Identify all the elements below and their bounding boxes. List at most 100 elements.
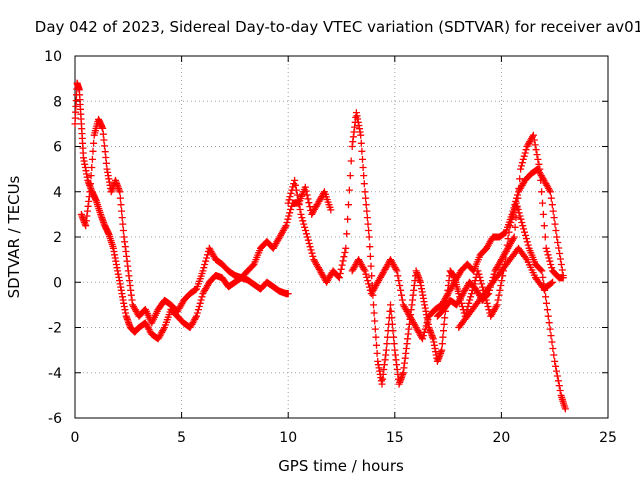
data-point bbox=[520, 225, 528, 233]
data-point bbox=[518, 159, 526, 167]
data-point bbox=[367, 262, 375, 270]
data-point bbox=[360, 180, 368, 188]
data-point bbox=[127, 291, 135, 299]
data-point bbox=[281, 223, 289, 231]
data-point bbox=[494, 296, 502, 304]
data-point bbox=[420, 328, 428, 336]
data-point bbox=[522, 235, 530, 243]
data-point bbox=[301, 223, 309, 231]
data-point bbox=[365, 233, 373, 241]
data-point bbox=[539, 199, 546, 207]
data-point bbox=[117, 201, 125, 209]
data-point bbox=[293, 191, 301, 199]
x-axis-label: GPS time / hours bbox=[278, 457, 404, 475]
data-point bbox=[550, 214, 558, 222]
data-point bbox=[363, 207, 371, 215]
data-point bbox=[195, 303, 203, 310]
data-point bbox=[362, 270, 370, 278]
data-point bbox=[483, 299, 491, 307]
data-point bbox=[394, 272, 402, 280]
data-point bbox=[341, 249, 349, 256]
data-point bbox=[517, 165, 525, 173]
data-point bbox=[296, 206, 304, 213]
data-point bbox=[192, 314, 200, 322]
data-point bbox=[354, 115, 362, 123]
data-point bbox=[401, 359, 408, 367]
data-point bbox=[203, 254, 211, 262]
data-point bbox=[558, 266, 566, 274]
data-point bbox=[373, 341, 380, 349]
data-point bbox=[302, 187, 310, 195]
data-point bbox=[286, 193, 294, 201]
data-point bbox=[546, 188, 554, 196]
data-point bbox=[390, 333, 398, 341]
data-point bbox=[543, 248, 551, 255]
data-point bbox=[193, 312, 200, 320]
data-point bbox=[553, 233, 561, 241]
data-point bbox=[548, 201, 556, 209]
data-point bbox=[540, 222, 548, 230]
data-point bbox=[387, 301, 394, 309]
data-point bbox=[345, 201, 352, 209]
data-point bbox=[114, 183, 122, 191]
data-point bbox=[423, 319, 431, 327]
data-point bbox=[297, 210, 305, 218]
data-point bbox=[536, 165, 544, 173]
data-point bbox=[554, 377, 562, 385]
data-point bbox=[521, 149, 529, 157]
data-point bbox=[88, 155, 96, 163]
data-point bbox=[523, 238, 531, 246]
data-point bbox=[387, 307, 395, 315]
data-point bbox=[101, 142, 108, 150]
data-point bbox=[361, 267, 369, 275]
data-point bbox=[518, 162, 525, 170]
y-tick-label: 4 bbox=[53, 185, 62, 201]
data-point bbox=[508, 210, 516, 218]
data-point bbox=[308, 249, 316, 257]
data-point bbox=[361, 188, 369, 196]
data-point bbox=[304, 236, 312, 244]
data-point bbox=[358, 147, 366, 155]
data-point bbox=[537, 266, 545, 274]
data-point bbox=[498, 277, 506, 285]
data-point bbox=[118, 214, 126, 222]
data-point bbox=[90, 139, 98, 147]
data-point bbox=[419, 335, 426, 343]
data-point bbox=[534, 155, 542, 163]
x-tick-label: 0 bbox=[71, 430, 80, 446]
data-point bbox=[544, 312, 552, 320]
data-point bbox=[301, 183, 309, 191]
data-point bbox=[475, 270, 483, 278]
data-point bbox=[522, 146, 530, 154]
data-point bbox=[427, 330, 435, 338]
data-point bbox=[493, 301, 501, 309]
y-tick-label: -6 bbox=[48, 411, 62, 427]
x-tick-label: 10 bbox=[279, 430, 297, 446]
data-point bbox=[86, 188, 94, 196]
data-point bbox=[547, 261, 555, 268]
data-point bbox=[438, 346, 446, 354]
data-point bbox=[495, 291, 503, 299]
data-point bbox=[393, 267, 401, 275]
data-point bbox=[300, 220, 308, 228]
y-tick-label: 8 bbox=[53, 94, 62, 110]
y-tick-label: -2 bbox=[48, 321, 62, 337]
data-point bbox=[521, 228, 528, 236]
data-point bbox=[304, 195, 312, 203]
data-point bbox=[294, 196, 302, 204]
data-point bbox=[306, 243, 314, 251]
x-tick-label: 25 bbox=[599, 430, 617, 446]
data-point bbox=[476, 273, 484, 281]
data-point bbox=[514, 194, 522, 202]
data-point bbox=[305, 199, 313, 207]
plot-frame bbox=[74, 55, 609, 419]
data-point bbox=[327, 206, 335, 214]
data-point bbox=[515, 185, 523, 192]
data-point bbox=[298, 214, 306, 222]
data-point bbox=[366, 252, 374, 260]
data-point bbox=[559, 274, 567, 282]
data-point bbox=[305, 240, 313, 247]
x-tick-label: 15 bbox=[386, 430, 404, 446]
data-point bbox=[286, 209, 294, 217]
data-point bbox=[160, 325, 168, 333]
